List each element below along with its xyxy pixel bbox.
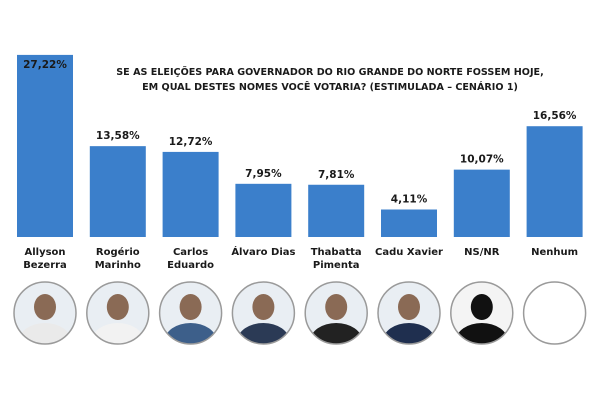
category-label: NS/NR: [464, 247, 500, 258]
chart-title: EM QUAL DESTES NOMES VOCÊ VOTARIA? (ESTI…: [142, 82, 518, 93]
category-label: Thabatta Pimenta: [310, 247, 362, 271]
bar: [17, 54, 73, 238]
photo: [377, 281, 441, 345]
head: [179, 294, 202, 320]
shoulders: [310, 323, 363, 344]
photo: [522, 281, 587, 345]
photo-border: [86, 281, 150, 345]
person: [310, 294, 363, 344]
photo: [158, 281, 223, 345]
value-label: 12,72%: [169, 136, 213, 148]
category-label: Álvaro Dias: [231, 247, 296, 258]
bar: [89, 146, 146, 237]
photo: [304, 281, 368, 345]
value-label: 13,58%: [96, 130, 140, 142]
category-label: Nenhum: [531, 247, 579, 258]
shoulders: [19, 323, 71, 344]
shoulders: [455, 323, 508, 344]
value-label: 10,07%: [460, 154, 504, 166]
head: [470, 294, 493, 320]
head: [252, 294, 275, 320]
person: [164, 294, 217, 344]
photo-border: [377, 281, 441, 345]
category-label: Rogério Marinho: [94, 247, 141, 271]
shoulders: [164, 323, 217, 344]
value-label: 27,22%: [23, 59, 67, 71]
person: [455, 294, 508, 344]
chart-title: SE AS ELEIÇÕES PARA GOVERNADOR DO RIO GR…: [116, 67, 544, 78]
category-label: Carlos Eduardo: [167, 247, 214, 271]
head: [34, 294, 56, 320]
photo-border: [304, 281, 368, 345]
value-label: 4,11%: [391, 194, 428, 206]
photo-border: [522, 281, 587, 345]
shoulders: [383, 323, 435, 344]
person: [383, 294, 435, 344]
bar: [453, 169, 510, 237]
photo-border: [231, 281, 296, 345]
photo: [13, 281, 77, 345]
value-label: 16,56%: [533, 110, 577, 122]
photo-border: [13, 281, 77, 345]
photo-bg: [523, 282, 586, 344]
category-label: Allyson Bezerra: [23, 247, 67, 271]
category-label: Cadu Xavier: [375, 247, 443, 258]
photo: [86, 281, 150, 345]
photo-border: [450, 281, 514, 345]
bar: [381, 209, 437, 237]
head: [398, 294, 420, 320]
person: [19, 294, 71, 344]
photo: [450, 281, 514, 345]
value-label: 7,81%: [318, 169, 355, 181]
bar: [162, 151, 219, 237]
bar: [308, 184, 365, 237]
shoulders: [237, 323, 290, 344]
person: [237, 294, 290, 344]
person: [91, 294, 144, 344]
head: [325, 294, 348, 320]
bar: [526, 126, 583, 237]
bar: [235, 183, 292, 237]
value-label: 7,95%: [245, 168, 282, 180]
photo-border: [158, 281, 223, 345]
shoulders: [91, 323, 144, 344]
head: [106, 294, 129, 320]
photo: [231, 281, 296, 345]
